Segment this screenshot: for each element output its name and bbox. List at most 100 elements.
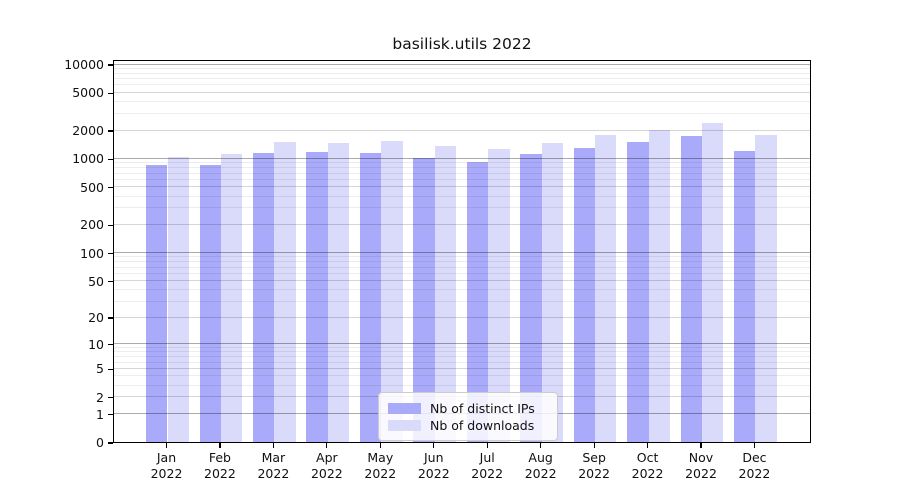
x-tick-label-jan: Jan 2022 — [136, 450, 198, 482]
bar-downloads-dec — [755, 135, 777, 442]
bar-ips-dec — [734, 150, 756, 442]
y-tick-label-100: 100 — [80, 245, 104, 261]
y-tick-100 — [108, 252, 113, 255]
bar-downloads-jun — [434, 145, 457, 442]
x-tick-month: Feb — [208, 450, 231, 465]
y-tick-label-2: 2 — [96, 389, 104, 405]
x-tick-jan — [165, 443, 168, 448]
bar-downloads-apr — [327, 142, 350, 442]
y-tick-label-2000: 2000 — [72, 123, 104, 139]
x-tick-month: Jul — [479, 450, 495, 465]
y-tick-5 — [108, 368, 113, 371]
bar-ips-jan — [146, 165, 168, 442]
x-tick-year: 2022 — [738, 466, 771, 481]
bar-downloads-nov — [702, 122, 724, 442]
x-tick-label-feb: Feb 2022 — [189, 450, 251, 482]
x-tick-label-jun: Jun 2022 — [403, 450, 465, 482]
x-tick-year: 2022 — [310, 466, 343, 481]
bar-downloads-jan — [167, 156, 189, 442]
x-tick-year: 2022 — [150, 466, 183, 481]
x-tick-label-mar: Mar 2022 — [242, 450, 304, 482]
y-tick-label-1: 1 — [96, 406, 104, 422]
bar-ips-nov — [680, 135, 702, 442]
y-tick-2000 — [108, 130, 113, 132]
bar-downloads-feb — [220, 154, 243, 442]
bar-downloads-may — [381, 140, 403, 442]
x-tick-month: Jun — [423, 450, 444, 465]
x-tick-year: 2022 — [417, 466, 450, 481]
bar-ips-feb — [199, 164, 221, 442]
y-tick-10 — [108, 343, 113, 346]
x-tick-year: 2022 — [631, 466, 664, 481]
x-tick-year: 2022 — [204, 466, 236, 481]
x-tick-label-sep: Sep 2022 — [563, 450, 625, 482]
legend-label-downloads: Nb of downloads — [430, 417, 535, 433]
x-tick-year: 2022 — [685, 466, 717, 481]
x-tick-month: Nov — [688, 450, 714, 465]
bar-downloads-oct — [648, 129, 670, 442]
y-tick-label-50: 50 — [88, 273, 104, 289]
y-tick-label-1000: 1000 — [72, 151, 104, 167]
x-tick-oct — [646, 443, 649, 448]
x-tick-label-jul: Jul 2022 — [456, 450, 518, 482]
x-tick-month: Mar — [261, 450, 286, 465]
bar-downloads-jul — [488, 149, 510, 442]
y-tick-label-0: 0 — [96, 435, 104, 450]
bar-ips-mar — [253, 153, 275, 442]
y-tick-50 — [108, 281, 113, 283]
x-tick-label-oct: Oct 2022 — [617, 450, 679, 482]
x-tick-month: Dec — [742, 450, 767, 465]
y-tick-0 — [108, 442, 113, 444]
bar-ips-jul — [466, 162, 489, 442]
x-tick-jul — [486, 443, 488, 448]
bar-ips-jun — [413, 158, 435, 442]
x-tick-dec — [753, 443, 756, 448]
y-tick-5000 — [108, 92, 113, 95]
y-tick-label-5000: 5000 — [72, 85, 104, 101]
plot-area — [113, 60, 811, 443]
bar-ips-oct — [627, 142, 649, 442]
y-tick-1000 — [108, 158, 113, 161]
distinct-ips-swatch-icon — [388, 402, 421, 414]
x-tick-month: Aug — [528, 450, 553, 465]
x-tick-month: Apr — [316, 450, 338, 465]
x-tick-label-aug: Aug 2022 — [510, 450, 572, 482]
y-tick-500 — [108, 187, 113, 189]
bar-downloads-mar — [274, 142, 296, 442]
x-tick-month: Oct — [636, 450, 659, 465]
x-tick-nov — [700, 443, 702, 448]
y-tick-200 — [108, 224, 113, 226]
bar-ips-may — [359, 152, 382, 442]
y-tick-label-500: 500 — [80, 179, 104, 195]
chart-title: basilisk.utils 2022 — [392, 35, 532, 53]
x-tick-may — [379, 443, 381, 448]
legend-label-distinct-ips: Nb of distinct IPs — [430, 400, 535, 416]
y-tick-label-10: 10 — [88, 336, 104, 352]
legend-row-downloads: Nb of downloads — [388, 417, 548, 433]
legend-row-distinct-ips: Nb of distinct IPs — [388, 400, 548, 416]
bar-downloads-aug — [541, 142, 564, 442]
x-tick-label-dec: Dec 2022 — [723, 450, 785, 482]
y-tick-1 — [108, 413, 113, 416]
x-tick-month: May — [367, 450, 394, 465]
x-tick-aug — [540, 443, 542, 448]
y-tick-20 — [108, 317, 113, 319]
x-tick-label-may: May 2022 — [349, 450, 411, 482]
y-tick-10000 — [108, 64, 113, 66]
x-tick-mar — [272, 443, 274, 448]
legend: Nb of distinct IPs Nb of downloads — [378, 392, 558, 441]
bars-layer — [114, 61, 810, 442]
bar-ips-aug — [520, 154, 542, 442]
x-tick-month: Jan — [156, 450, 177, 465]
x-tick-sep — [593, 443, 595, 448]
y-tick-label-5: 5 — [96, 361, 104, 377]
bar-downloads-sep — [595, 134, 617, 442]
x-tick-jun — [433, 443, 435, 448]
x-tick-label-nov: Nov 2022 — [670, 450, 732, 482]
y-tick-label-200: 200 — [80, 217, 104, 233]
bar-ips-sep — [573, 148, 596, 442]
y-tick-label-20: 20 — [88, 310, 104, 326]
downloads-swatch-icon — [388, 419, 421, 431]
x-tick-year: 2022 — [364, 466, 397, 481]
